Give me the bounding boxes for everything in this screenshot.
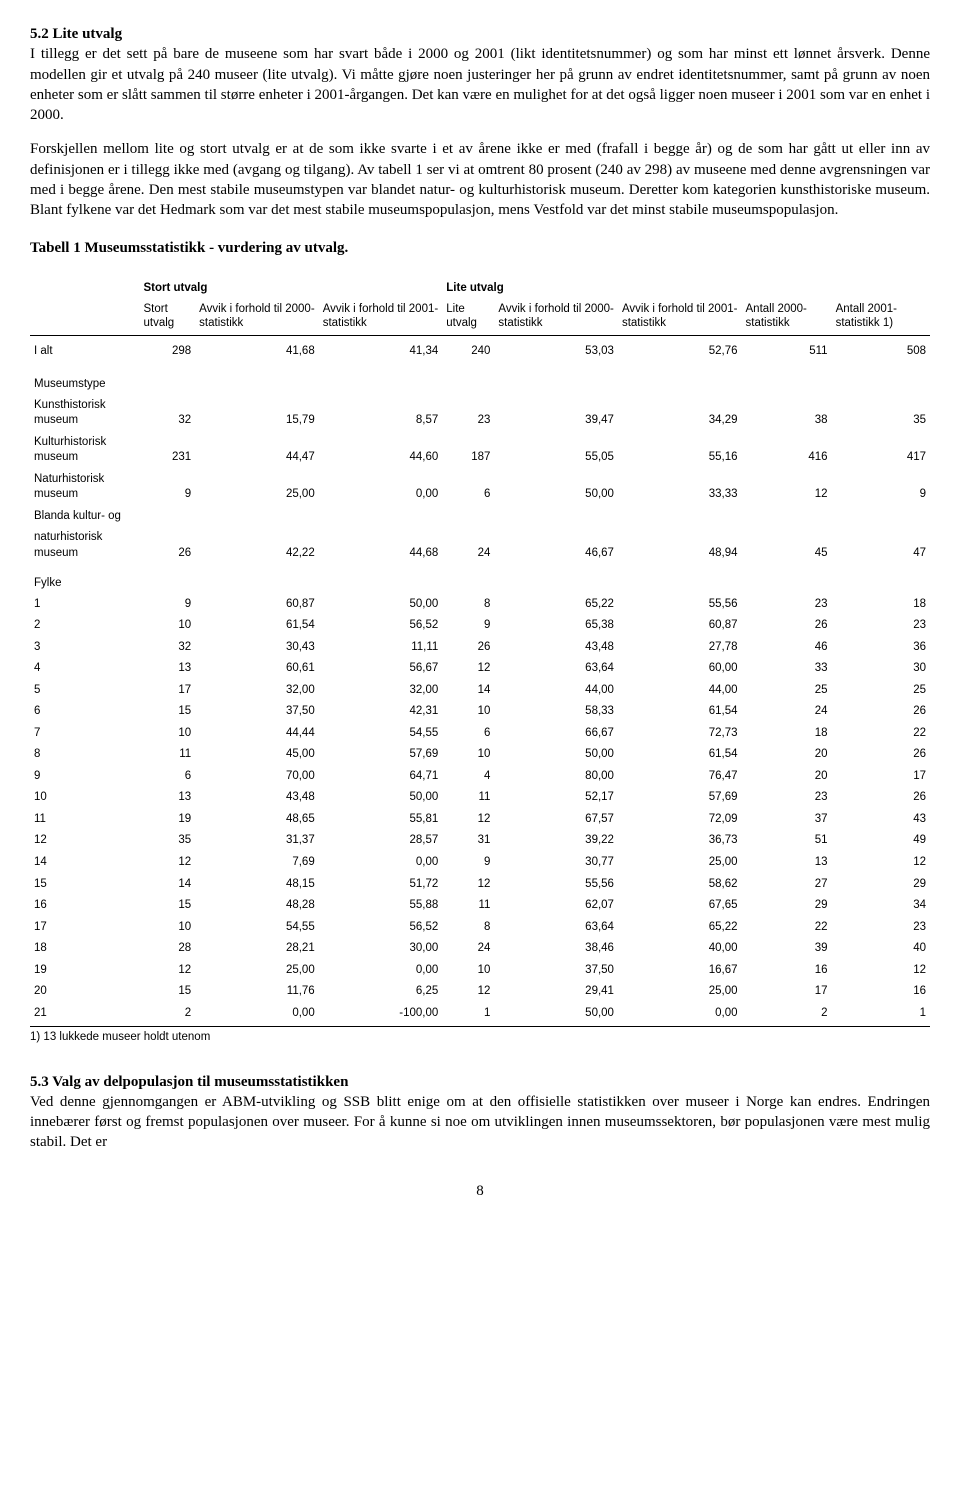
table-row: Blanda kultur- og xyxy=(30,506,930,528)
table-row: Kunsthistorisk museum3215,798,572339,473… xyxy=(30,395,930,432)
section-5-2-heading: 5.2 Lite utvalg xyxy=(30,24,930,44)
table-row: 171054,5556,52863,6465,222223 xyxy=(30,917,930,939)
col-avvik-2000-stort: Avvik i forhold til 2000-statistikk xyxy=(195,300,319,335)
table-row: 101343,4850,001152,1757,692326 xyxy=(30,787,930,809)
table-row: 201511,766,251229,4125,001716 xyxy=(30,981,930,1003)
super-header-lite: Lite utvalg xyxy=(442,271,741,301)
col-lite-utvalg: Lite utvalg xyxy=(442,300,494,335)
table-row: 21061,5456,52965,3860,872623 xyxy=(30,615,930,637)
section-fylke: Fylke xyxy=(30,564,930,594)
section-museumstype: Museumstype xyxy=(30,367,930,395)
table-row: 1960,8750,00865,2255,562318 xyxy=(30,594,930,616)
row-i-alt: I alt 29841,6841,3424053,0352,76511508 xyxy=(30,335,930,367)
table-1-title: Tabell 1 Museumsstatistikk - vurdering a… xyxy=(30,238,930,258)
table-row: 71044,4454,55666,6772,731822 xyxy=(30,723,930,745)
table-row: 41360,6156,671263,6460,003330 xyxy=(30,658,930,680)
table-row: 81145,0057,691050,0061,542026 xyxy=(30,744,930,766)
col-avvik-2000-lite: Avvik i forhold til 2000-statistikk xyxy=(494,300,618,335)
table-row: 14127,690,00930,7725,001312 xyxy=(30,852,930,874)
table-footnote: 1) 13 lukkede museer holdt utenom xyxy=(30,1026,930,1046)
col-stort-utvalg: Stort utvalg xyxy=(139,300,195,335)
table-row: Naturhistorisk museum925,000,00650,0033,… xyxy=(30,469,930,506)
table-row: 191225,000,001037,5016,671612 xyxy=(30,960,930,982)
section-5-3-heading: 5.3 Valg av delpopulasjon til museumssta… xyxy=(30,1072,930,1092)
table-row: 2120,00-100,00150,000,0021 xyxy=(30,1003,930,1025)
table-row: 161548,2855,881162,0767,652934 xyxy=(30,895,930,917)
table-row: 111948,6555,811267,5772,093743 xyxy=(30,809,930,831)
table-super-header: Stort utvalg Lite utvalg xyxy=(30,271,930,301)
table-row: Kulturhistorisk museum23144,4744,6018755… xyxy=(30,432,930,469)
col-avvik-2001-lite: Avvik i forhold til 2001-statistikk xyxy=(618,300,742,335)
table-row: 151448,1551,721255,5658,622729 xyxy=(30,874,930,896)
section-5-2-para-2: Forskjellen mellom lite og stort utvalg … xyxy=(30,139,930,220)
table-row: 33230,4311,112643,4827,784636 xyxy=(30,637,930,659)
col-avvik-2001-stort: Avvik i forhold til 2001-statistikk xyxy=(319,300,443,335)
table-row: 123531,3728,573139,2236,735149 xyxy=(30,830,930,852)
table-row: 61537,5042,311058,3361,542426 xyxy=(30,701,930,723)
table-column-headers: Stort utvalg Avvik i forhold til 2000-st… xyxy=(30,300,930,335)
col-antall-2000: Antall 2000-statistikk xyxy=(742,300,832,335)
table-row: 51732,0032,001444,0044,002525 xyxy=(30,680,930,702)
table-row: naturhistorisk museum2642,2244,682446,67… xyxy=(30,527,930,564)
table-1: Stort utvalg Lite utvalg Stort utvalg Av… xyxy=(30,271,930,1025)
super-header-stort: Stort utvalg xyxy=(139,271,442,301)
table-row: 9670,0064,71480,0076,472017 xyxy=(30,766,930,788)
col-antall-2001: Antall 2001-statistikk 1) xyxy=(832,300,930,335)
section-5-2-para-1: I tillegg er det sett på bare de museene… xyxy=(30,44,930,125)
table-row: 182828,2130,002438,4640,003940 xyxy=(30,938,930,960)
section-5-3-para-1: Ved denne gjennomgangen er ABM-utvikling… xyxy=(30,1092,930,1153)
page-number: 8 xyxy=(30,1181,930,1201)
